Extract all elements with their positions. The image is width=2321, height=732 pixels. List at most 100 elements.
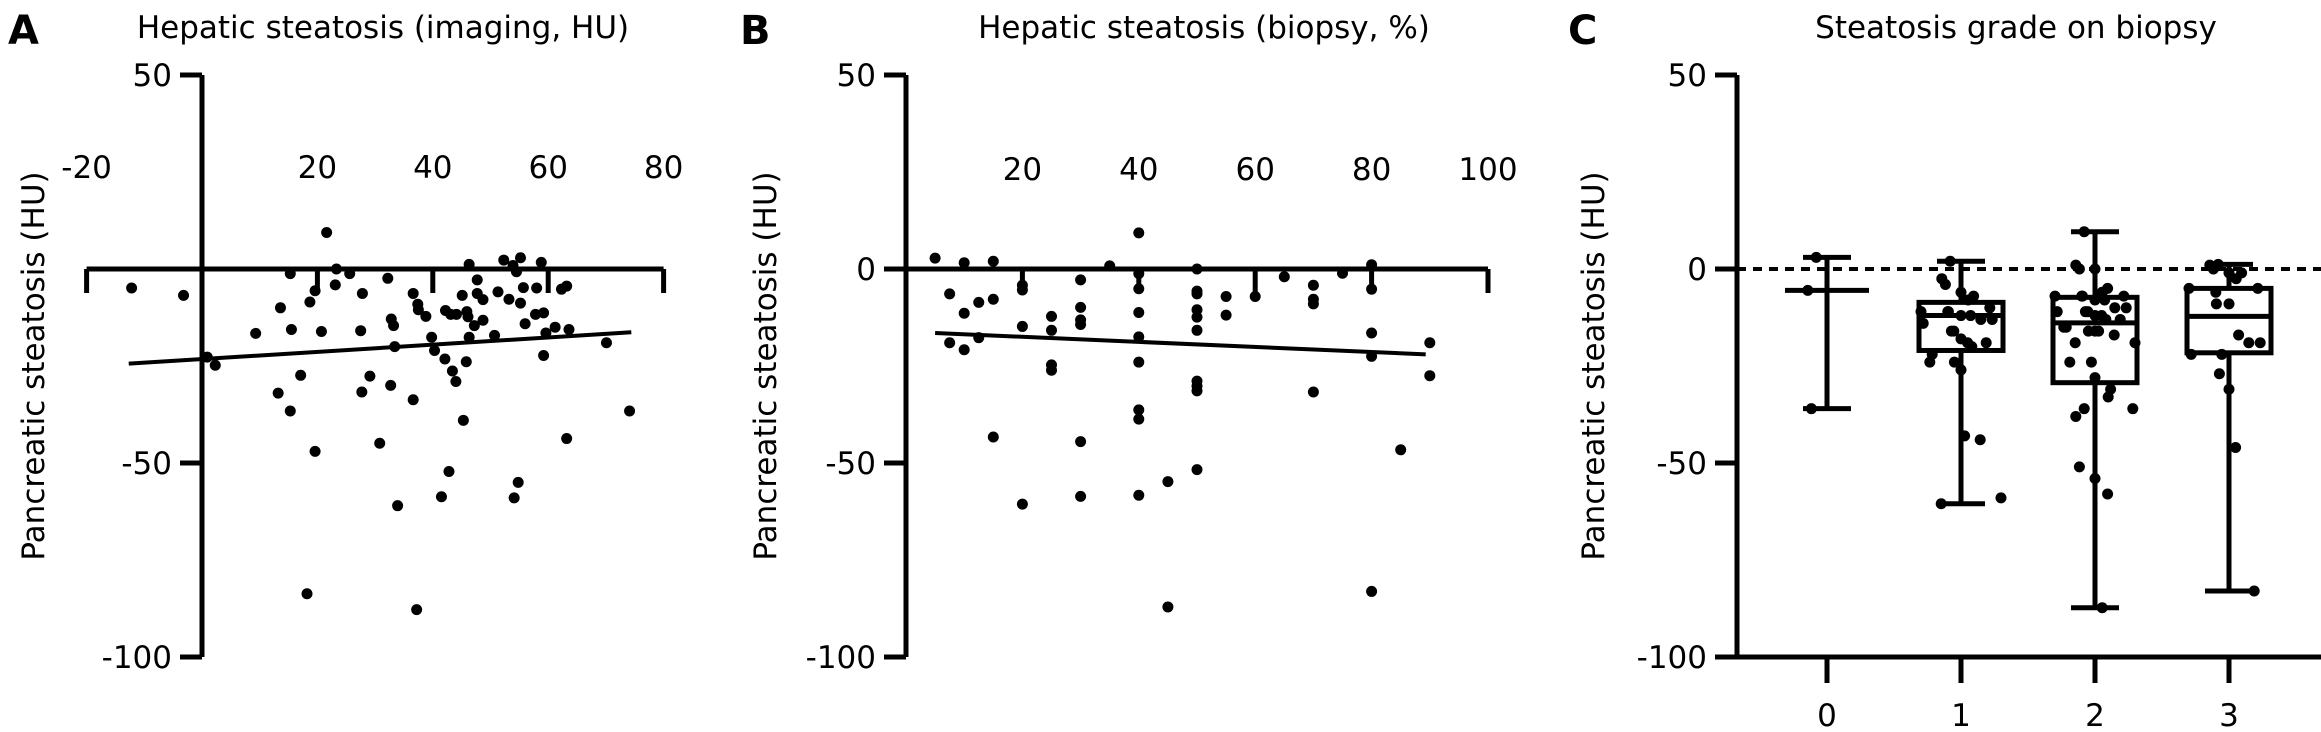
data-point [538, 307, 550, 319]
data-point [2120, 302, 2132, 314]
data-point [477, 294, 489, 306]
data-point [1046, 324, 1057, 336]
data-point [2216, 348, 2228, 360]
data-point [2069, 337, 2081, 349]
data-point [1965, 310, 1977, 322]
data-point [1915, 306, 1927, 318]
data-point [463, 331, 475, 343]
panel-letter: B [740, 8, 771, 54]
data-point [2085, 356, 2097, 368]
y-tick-label: -50 [825, 446, 876, 482]
panel-letter: A [8, 8, 39, 54]
data-point [2183, 282, 2195, 294]
data-point [1945, 325, 1957, 337]
data-point [382, 272, 394, 284]
data-point [309, 445, 321, 457]
panel-a: A Hepatic steatosis (imaging, HU) Pancreat… [8, 8, 683, 676]
data-point [1075, 436, 1087, 448]
data-point [356, 386, 368, 398]
data-point [1307, 298, 1319, 310]
data-point [987, 293, 999, 305]
data-point [1975, 313, 1987, 325]
data-point [450, 308, 462, 320]
x-tick-label: 20 [298, 150, 337, 186]
x-tick-label: 80 [1352, 152, 1391, 188]
data-point [1337, 267, 1348, 279]
data-point [1424, 337, 1436, 349]
data-point [503, 293, 515, 305]
data-point [1366, 283, 1378, 295]
data-point [2089, 372, 2101, 384]
data-point [1395, 444, 1407, 456]
data-point [489, 329, 501, 341]
data-point [1133, 268, 1145, 280]
data-point [463, 258, 475, 270]
y-tick-label: -100 [1637, 640, 1707, 676]
data-point [2254, 337, 2266, 349]
data-point [392, 500, 404, 512]
data-point [2078, 226, 2090, 238]
y-tick-label: -100 [102, 640, 172, 676]
data-point [492, 286, 504, 298]
x-tick-label: 80 [644, 150, 683, 186]
data-point [309, 285, 321, 297]
data-point [471, 274, 483, 286]
data-point [1104, 260, 1116, 272]
data-point [2089, 294, 2101, 306]
data-point [2248, 585, 2260, 597]
data-point [2210, 298, 2222, 310]
data-point [420, 310, 432, 322]
data-point [1974, 434, 1986, 446]
data-point [1191, 324, 1203, 336]
data-point [1016, 320, 1028, 332]
data-point [2230, 441, 2242, 453]
data-point [2210, 286, 2222, 298]
data-point [2223, 298, 2235, 310]
data-point [385, 379, 397, 391]
y-axis-label: Pancreatic steatosis (HU) [1576, 171, 1612, 560]
data-point [929, 252, 941, 264]
y-tick-label: 50 [837, 58, 876, 94]
data-point [2070, 410, 2082, 422]
data-point [1075, 274, 1087, 286]
data-point [2109, 302, 2121, 314]
data-point [1307, 279, 1319, 291]
data-point [2230, 273, 2242, 285]
data-point [1046, 364, 1057, 376]
data-point [301, 588, 313, 600]
data-point [1935, 498, 1947, 510]
data-point [987, 431, 999, 443]
data-point [1986, 313, 1998, 325]
data-point [2102, 391, 2114, 403]
data-point [456, 289, 468, 301]
data-point [355, 325, 367, 337]
data-point [958, 307, 970, 319]
data-point [321, 227, 333, 239]
data-point [510, 266, 522, 278]
panel-title: Steatosis grade on biopsy [1815, 10, 2217, 46]
box-group-2 [2049, 226, 2141, 614]
data-point [1307, 386, 1319, 398]
data-point [1802, 284, 1814, 296]
x-tick-label: 1 [1951, 698, 1971, 732]
data-point [2089, 263, 2101, 275]
data-point [2185, 348, 2197, 360]
data-point [1366, 259, 1378, 271]
panel-title: Hepatic steatosis (imaging, HU) [137, 10, 629, 46]
data-point [429, 344, 441, 356]
data-point [374, 437, 386, 449]
data-point [209, 359, 221, 371]
data-point [407, 394, 419, 406]
data-point [1944, 255, 1956, 267]
data-point [2064, 356, 2076, 368]
data-point [1424, 370, 1436, 382]
data-point [1133, 413, 1145, 425]
x-tick-label: 2 [2085, 698, 2105, 732]
data-point [2118, 290, 2130, 302]
data-point [1220, 291, 1232, 303]
data-point [1133, 404, 1145, 416]
data-point [2051, 306, 2063, 318]
data-point [1805, 403, 1817, 415]
x-tick-label: 20 [1003, 152, 1042, 188]
